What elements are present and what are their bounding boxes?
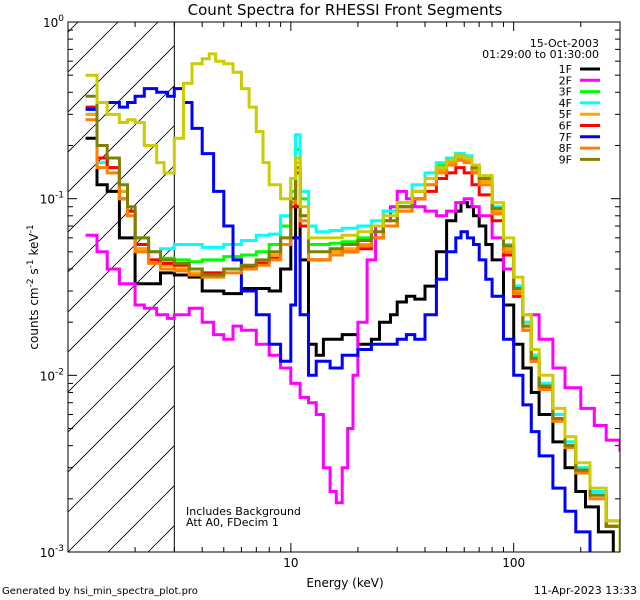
hatch-line — [68, 405, 175, 513]
chart-title: Count Spectra for RHESSI Front Segments — [188, 1, 503, 19]
series-line-extra-9 — [85, 52, 620, 552]
plot-frame — [67, 21, 621, 553]
legend-label-9f: 9F — [559, 153, 572, 166]
hatch-line — [68, 165, 175, 273]
series-line-1f — [85, 136, 615, 552]
hatch-line — [68, 22, 119, 73]
hatch-line — [68, 205, 175, 313]
series-group — [85, 52, 620, 552]
hatch-line — [68, 445, 175, 552]
note-background: Includes Background — [186, 505, 301, 518]
legend-label-7f: 7F — [559, 131, 572, 144]
hatch-line — [68, 245, 175, 353]
legend-label-4f: 4F — [559, 97, 572, 110]
legend-label-3f: 3F — [559, 86, 572, 99]
y-tick-label: 100 — [43, 14, 64, 30]
y-tick-label: 10-2 — [40, 367, 64, 383]
hatch-line — [68, 365, 175, 473]
legend-label-1f: 1F — [559, 63, 572, 76]
y-tick-label: 10-3 — [40, 544, 64, 560]
x-tick-label: 100 — [502, 556, 525, 570]
hatch-line — [68, 45, 175, 153]
series-line-2f — [85, 189, 620, 505]
y-axis-label: counts cm-2 s-1 keV-1 — [26, 224, 41, 349]
footer-generated-by: Generated by hsi_min_spectra_plot.pro — [2, 586, 198, 597]
series-line-7f — [85, 87, 592, 552]
legend-label-6f: 6F — [559, 120, 572, 133]
note-attenuator: Att A0, FDecim 1 — [186, 516, 279, 529]
legend-label-5f: 5F — [559, 108, 572, 121]
footer-timestamp: 11-Apr-2023 13:33 — [534, 584, 637, 597]
legend-label-2f: 2F — [559, 74, 572, 87]
hatch-line — [68, 22, 159, 113]
legend-label-8f: 8F — [559, 142, 572, 155]
y-tick-label: 10-1 — [40, 191, 64, 207]
x-tick-label: 10 — [283, 556, 298, 570]
excluded-energy-hatch — [68, 22, 175, 552]
x-axis-label: Energy (keV) — [306, 576, 383, 590]
plot-time-range: 01:29:00 to 01:30:00 — [482, 48, 599, 61]
plot-date: 15-Oct-2003 — [530, 37, 599, 50]
